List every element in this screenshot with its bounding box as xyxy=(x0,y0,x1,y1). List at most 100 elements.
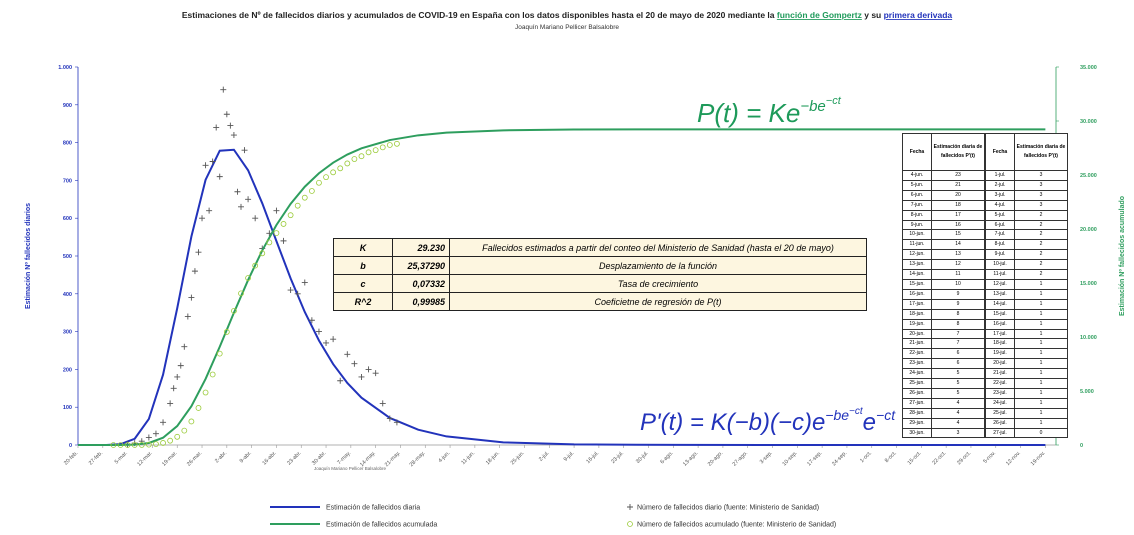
data-point xyxy=(316,179,322,186)
x-tick-label: 15-oct. xyxy=(907,450,923,466)
x-tick-label: 26-mar. xyxy=(186,450,204,468)
table-row: 30-jun. 3 27-jul. 0 xyxy=(902,427,1068,439)
data-point xyxy=(241,147,248,154)
table-cell: Tasa de crecimiento xyxy=(449,274,867,293)
table-cell: 1 xyxy=(1014,348,1068,360)
table-row: 22-jun. 6 19-jul. 1 xyxy=(902,348,1068,360)
table-cell: 14 xyxy=(931,239,986,251)
table-cell: 18-jul. xyxy=(984,338,1015,350)
table-cell: 0 xyxy=(1014,427,1068,439)
table-row: 17-jun. 9 14-jul. 1 xyxy=(902,298,1068,310)
table-cell: 1 xyxy=(1014,338,1068,350)
title-link[interactable]: función de Gompertz xyxy=(777,10,862,20)
table-cell: 18-jun. xyxy=(902,308,932,320)
data-point xyxy=(223,111,230,118)
y-tick-label: 100 xyxy=(63,405,72,411)
data-point xyxy=(266,239,273,246)
table-row: 26-jun. 5 23-jul. 1 xyxy=(902,387,1068,399)
table-cell: 22-jul. xyxy=(984,378,1015,389)
data-point xyxy=(202,389,209,396)
table-row: 23-jun. 6 20-jul. 1 xyxy=(902,358,1068,370)
x-tick-label: 16-jul. xyxy=(585,450,600,465)
x-tick-label: 23-jul. xyxy=(610,450,625,465)
y-tick-label: 1.000 xyxy=(58,65,72,71)
table-cell: 1 xyxy=(1014,407,1068,419)
table-cell: 23-jun. xyxy=(902,358,932,370)
x-tick-label: 9-jul. xyxy=(563,450,576,463)
table-cell: 13-jun. xyxy=(902,259,932,271)
data-point xyxy=(351,360,358,367)
data-point xyxy=(294,202,301,209)
data-point xyxy=(202,162,209,169)
table-header: Estimación diaria de fallecidos P'(t) xyxy=(1014,133,1068,171)
data-point xyxy=(181,427,188,434)
table-cell: 4-jun. xyxy=(902,170,932,181)
table-cell: 5 xyxy=(931,368,986,380)
table-row: R^2 0,99985 Coeficietne de regresión de P(… xyxy=(333,292,867,311)
table-cell: 28-jun. xyxy=(902,407,932,419)
y2-tick-label: 20.000 xyxy=(1080,227,1097,233)
table-row: 10-jun. 15 7-jul. 2 xyxy=(902,229,1068,241)
x-tick-label: 9-abr. xyxy=(239,450,254,465)
formula-part: P'(t) = K(−b)(−c)e xyxy=(640,409,825,436)
x-tick-label: 24-sep. xyxy=(831,450,849,468)
table-cell: 29-jun. xyxy=(902,417,932,429)
table-cell: 17 xyxy=(931,209,986,221)
table-cell: 14-jul. xyxy=(984,298,1015,310)
data-point xyxy=(145,441,152,448)
data-point xyxy=(372,370,379,377)
table-cell: 12-jul. xyxy=(984,278,1015,290)
table-cell: 10-jul. xyxy=(984,259,1015,271)
table-cell: 8-jul. xyxy=(984,239,1015,251)
table-cell: 6-jun. xyxy=(902,189,932,201)
data-point xyxy=(301,279,308,286)
x-tick-label: 22-oct. xyxy=(931,450,947,466)
formula-part: −ct xyxy=(849,406,864,417)
data-point xyxy=(145,434,152,441)
x-tick-label: 5-nov. xyxy=(982,450,997,465)
y2-tick-label: 35.000 xyxy=(1080,65,1097,71)
table-cell: 1 xyxy=(1014,378,1068,389)
data-point xyxy=(124,442,131,448)
table-cell: 30-jun. xyxy=(902,427,932,439)
table-cell: 10 xyxy=(931,278,986,290)
data-point xyxy=(330,336,337,343)
data-point xyxy=(216,350,223,357)
y2-tick-label: 5.000 xyxy=(1080,389,1094,395)
x-tick-label: 12-nov. xyxy=(1005,450,1022,467)
table-cell: 1 xyxy=(1014,278,1068,290)
data-point xyxy=(167,400,174,407)
table-cell: 10-jun. xyxy=(902,229,932,241)
data-point xyxy=(372,147,379,154)
legend-label: Número de fallecidos diario (fuente: Min… xyxy=(637,505,819,512)
data-point xyxy=(153,441,159,447)
table-row: c 0,07332 Tasa de crecimiento xyxy=(333,274,867,293)
table-cell: 2-jul. xyxy=(984,179,1015,191)
table-cell: 3 xyxy=(1014,179,1068,191)
table-cell: 7 xyxy=(931,338,986,350)
title-link[interactable]: primera derivada xyxy=(884,10,953,20)
data-point xyxy=(167,437,174,444)
table-cell: 19-jul. xyxy=(984,348,1015,360)
table-cell: 1-jul. xyxy=(984,170,1015,181)
table-cell: 27-jul. xyxy=(984,427,1015,439)
y2-tick-label: 15.000 xyxy=(1080,281,1097,287)
y2-axis-title: Estimación Nº fallecidos acumulado xyxy=(1119,196,1126,316)
formula-part: −be xyxy=(800,98,825,115)
table-cell: 21-jul. xyxy=(984,368,1015,380)
table-cell: Coeficietne de regresión de P(t) xyxy=(449,292,867,311)
data-point xyxy=(273,207,280,214)
y-axis-title: Estimación Nº fallecidos diarios xyxy=(25,203,32,309)
x-tick-label: 8-oct. xyxy=(884,450,898,464)
credit: Joaquín Mariano Pellicer Balsalobre xyxy=(314,466,387,471)
formula-part: −ct xyxy=(826,95,842,107)
data-point xyxy=(230,132,237,139)
table-cell: 16-jul. xyxy=(984,318,1015,330)
table-row: 6-jun. 20 3-jul. 3 xyxy=(902,189,1068,201)
table-row: 7-jun. 18 4-jul. 3 xyxy=(902,199,1068,211)
table-cell: 11-jul. xyxy=(984,269,1015,280)
formula-part: e xyxy=(863,409,876,436)
table-cell: 1 xyxy=(1014,308,1068,320)
table-cell: 26-jun. xyxy=(902,387,932,399)
